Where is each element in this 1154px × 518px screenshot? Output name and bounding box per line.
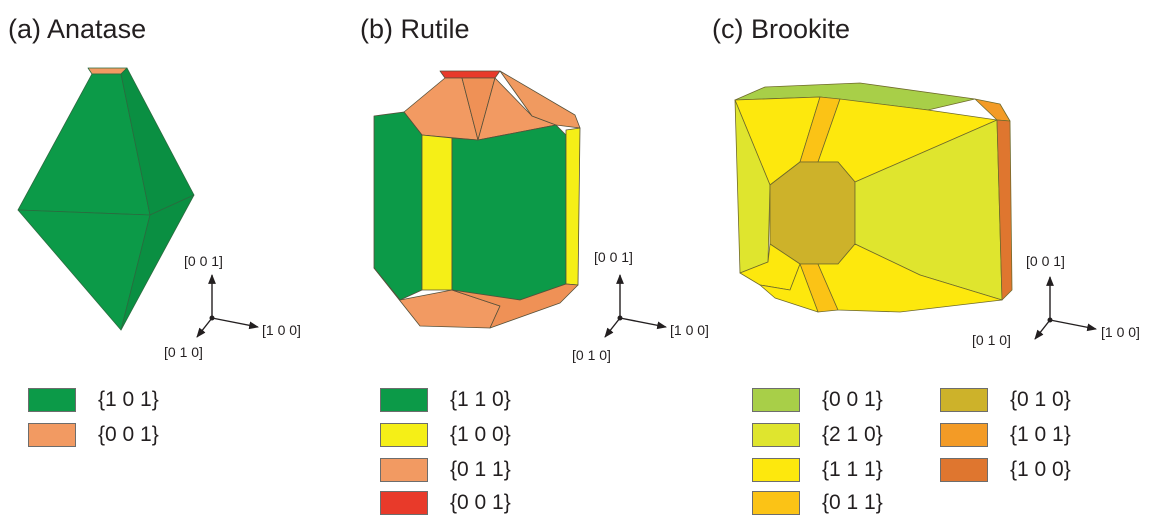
rutile-top-face xyxy=(439,70,501,79)
axis-z-label: [0 0 1] xyxy=(1026,253,1065,269)
legend-item: {0 0 1} xyxy=(28,422,159,448)
legend-label: {0 0 1} xyxy=(98,423,159,446)
legend-swatch xyxy=(752,491,800,515)
legend-swatch xyxy=(752,423,800,447)
axis-origin xyxy=(209,315,215,321)
legend-label: {0 1 0} xyxy=(1010,388,1071,411)
axis-y-label: [0 1 0] xyxy=(972,332,1011,348)
legend-item: {1 1 0} xyxy=(380,387,511,413)
axis-z-label: [0 0 1] xyxy=(184,253,223,269)
legend-swatch xyxy=(380,388,428,412)
legend-item: {1 0 1} xyxy=(28,387,159,413)
axis-origin xyxy=(617,315,623,321)
legend-swatch xyxy=(940,423,988,447)
legend-label: {0 0 1} xyxy=(822,388,883,411)
legend-label: {0 0 1} xyxy=(450,491,511,514)
brookite-lower-mid-face xyxy=(817,243,1003,313)
legend-item: {0 1 0} xyxy=(940,387,1071,413)
brookite-crystal xyxy=(734,82,1013,313)
axes-panel-a xyxy=(196,274,259,338)
axes-panel-c xyxy=(1034,276,1097,340)
rutile-top-corner-facet xyxy=(499,70,581,129)
anatase-crystal xyxy=(17,67,195,331)
legend-swatch xyxy=(380,491,428,515)
panel-a-title: (a) Anatase xyxy=(8,14,147,44)
rutile-left-face xyxy=(373,111,423,301)
axes-panel-b xyxy=(604,274,667,338)
legend-label: {1 0 1} xyxy=(98,388,159,411)
rutile-right-yellow-face xyxy=(565,127,581,286)
legend-swatch xyxy=(940,458,988,482)
legend-label: {1 0 0} xyxy=(1010,458,1071,481)
anatase-top-face xyxy=(87,67,128,75)
legend-swatch xyxy=(380,458,428,482)
legend-item: {2 1 0} xyxy=(752,422,883,448)
legend-swatch xyxy=(940,388,988,412)
brookite-010-face xyxy=(769,161,856,265)
legend-swatch xyxy=(752,388,800,412)
rutile-front-face xyxy=(451,124,567,301)
legend-swatch xyxy=(752,458,800,482)
legend-label: {1 0 0} xyxy=(450,423,511,446)
legend-item: {1 1 1} xyxy=(752,457,883,483)
axis-x-line xyxy=(211,317,259,330)
legend-swatch xyxy=(28,388,76,412)
axis-x-label: [1 0 0] xyxy=(262,322,301,338)
legend-label: {1 1 1} xyxy=(822,458,883,481)
legend-item: {1 0 1} xyxy=(940,422,1071,448)
legend-label: {0 1 1} xyxy=(450,458,511,481)
rutile-left-yellow-face xyxy=(421,134,453,291)
legend-item: {0 1 1} xyxy=(752,490,883,516)
axis-y-label: [0 1 0] xyxy=(572,347,611,363)
axis-x-label: [1 0 0] xyxy=(670,322,709,338)
legend-swatch xyxy=(380,423,428,447)
axis-y-line xyxy=(604,317,621,338)
legend-swatch xyxy=(28,423,76,447)
legend-label: {0 1 1} xyxy=(822,491,883,514)
axis-x-line xyxy=(619,317,667,330)
legend-label: {2 1 0} xyxy=(822,423,883,446)
legend-item: {0 0 1} xyxy=(752,387,883,413)
axis-z-label: [0 0 1] xyxy=(594,249,633,265)
brookite-lower-left-edge xyxy=(759,263,819,313)
legend-item: {1 0 0} xyxy=(940,457,1071,483)
axis-x-line xyxy=(1049,319,1097,332)
legend-item: {0 1 1} xyxy=(380,457,511,483)
axis-origin xyxy=(1047,317,1053,323)
axis-y-label: [0 1 0] xyxy=(164,344,203,360)
legend-item: {0 0 1} xyxy=(380,490,511,516)
panel-c-title: (c) Brookite xyxy=(712,14,851,44)
legend-label: {1 0 1} xyxy=(1010,423,1071,446)
brookite-right-edge-face xyxy=(996,119,1013,301)
rutile-bottom-right-facet xyxy=(451,283,579,329)
rutile-crystal xyxy=(373,70,581,329)
axis-y-line xyxy=(196,317,213,338)
legend-label: {1 1 0} xyxy=(450,388,511,411)
axis-y-line xyxy=(1034,319,1051,340)
panel-b-title: (b) Rutile xyxy=(360,14,470,44)
legend-item: {1 0 0} xyxy=(380,422,511,448)
axis-x-label: [1 0 0] xyxy=(1101,324,1140,340)
anatase-lower-right-face xyxy=(120,194,195,331)
